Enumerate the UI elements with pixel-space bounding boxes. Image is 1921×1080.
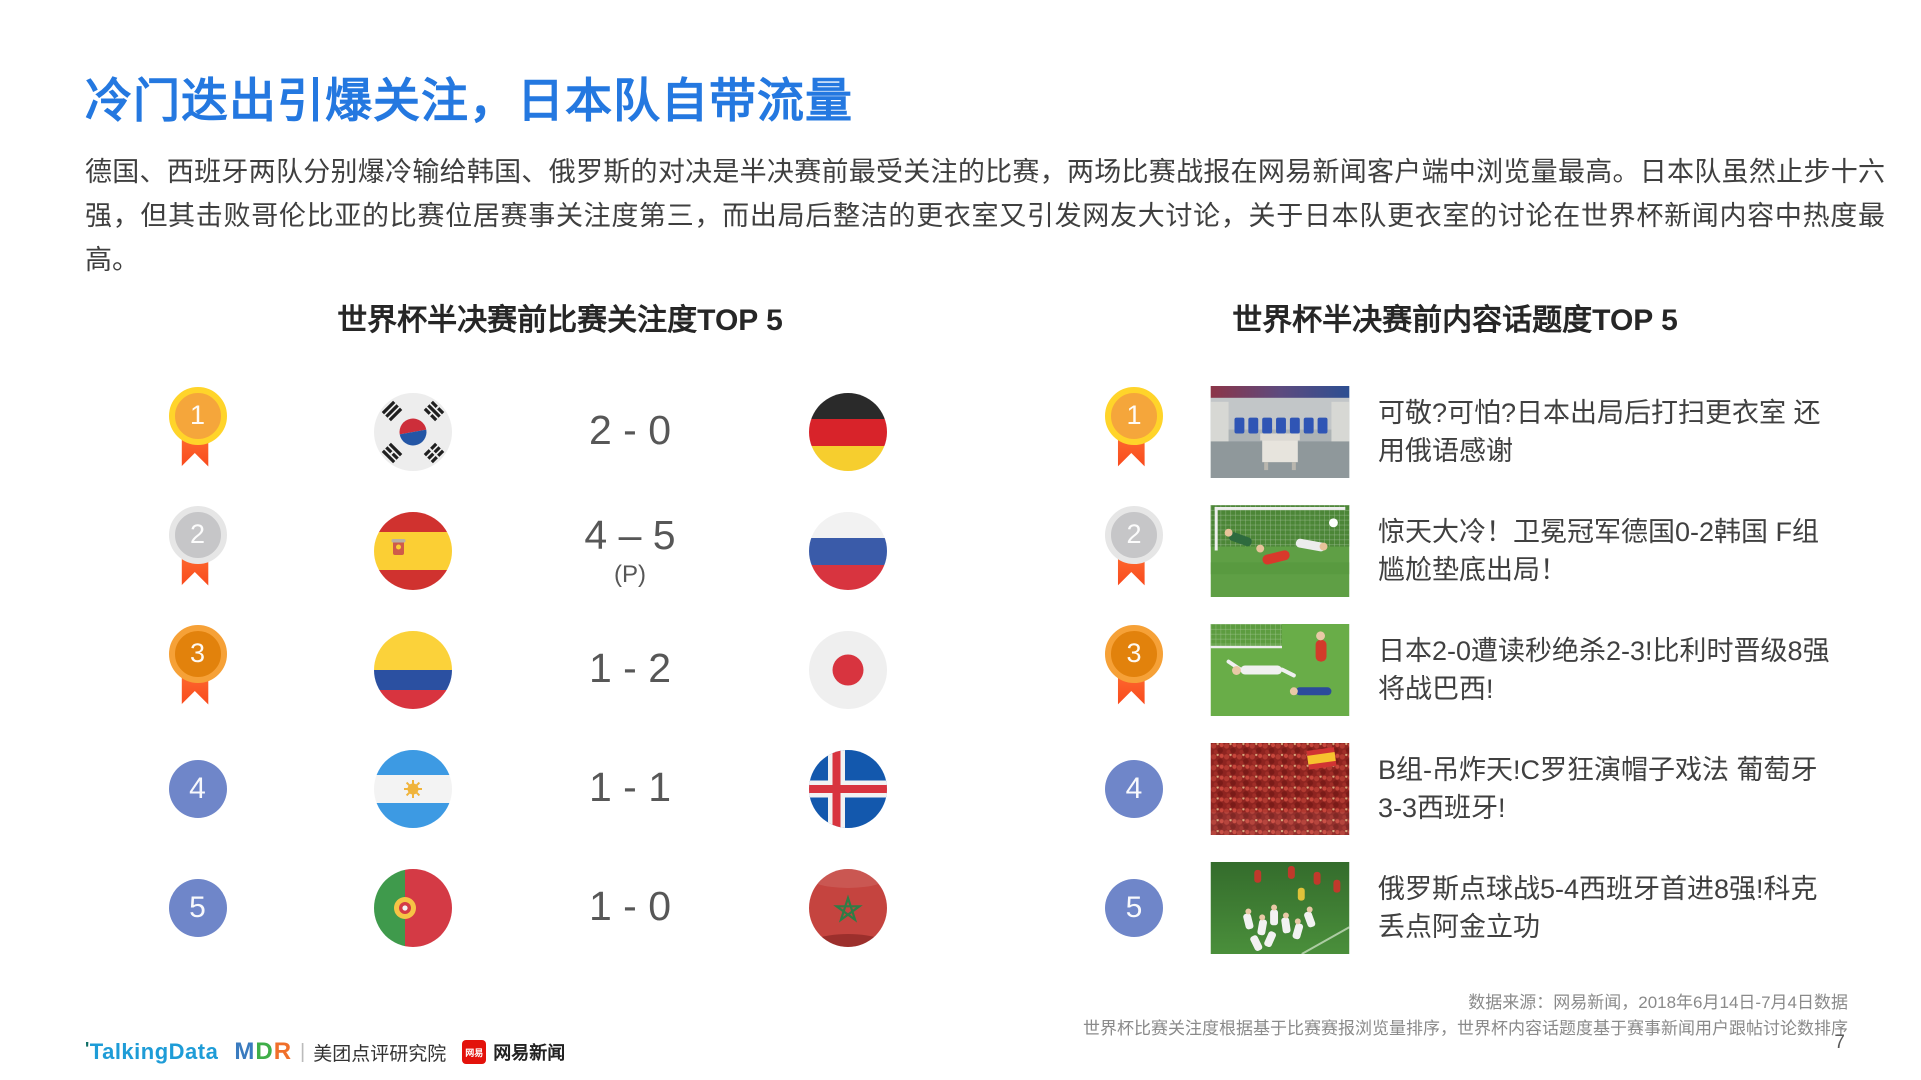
page-title: 冷门迭出引爆关注，日本队自带流量: [85, 74, 853, 127]
score-note: (P): [613, 561, 646, 588]
netease-badge-icon: 网易: [462, 1040, 487, 1064]
data-source-note: 数据来源：网易新闻，2018年6月14日-7月4日数据 世界杯比赛关注度根据基于…: [1083, 990, 1848, 1042]
match-score: 2 - 0: [588, 407, 672, 453]
topic-section-header: 世界杯半决赛前内容话题度TOP 5: [1232, 304, 1678, 337]
thumbnail-russia-celebration: [1210, 861, 1350, 954]
gold-medal-icon: 1: [1102, 386, 1166, 477]
topic-headline: B组-吊炸天!C罗狂演帽子戏法 葡萄牙3-3西班牙!: [1378, 754, 1818, 823]
rank-badge: 4: [1105, 759, 1163, 818]
match-row-5: 5 1 - 0: [85, 848, 950, 967]
thumbnail-spain-fans: [1210, 742, 1350, 835]
intro-paragraph: 德国、西班牙两队分别爆冷输给韩国、俄罗斯的对决是半决赛前最受关注的比赛，两场比赛…: [85, 157, 1885, 275]
flag-germany-icon: [808, 392, 887, 471]
footer-logos: 'TalkingData MDR | 美团点评研究院 网易 网易新闻: [85, 1038, 565, 1066]
match-row-2: 2 4 – 5 (P): [85, 491, 950, 610]
topic-top5-list: 1: [1058, 372, 1858, 967]
score-cell: 1 - 2: [589, 645, 671, 694]
topic-headline: 俄罗斯点球战5-4西班牙首进8强!科克丢点阿金立功: [1378, 873, 1818, 942]
netease-news-label: 网易新闻: [493, 1043, 566, 1063]
thumbnail-locker-room: [1210, 385, 1350, 478]
flag-colombia-icon: [373, 630, 452, 709]
rank-number: 2: [189, 519, 206, 549]
rank-number: 4: [1125, 771, 1143, 805]
match-row-1: 1: [85, 372, 950, 491]
score-cell: 1 - 0: [589, 883, 671, 932]
topic-headline: 可敬?可怕?日本出局后打扫更衣室 还用俄语感谢: [1378, 397, 1821, 466]
rank-number: 5: [1125, 890, 1143, 924]
flag-iceland-icon: [808, 749, 887, 828]
rank-number: 3: [189, 638, 206, 668]
bronze-medal-icon: 3: [1102, 624, 1166, 715]
topic-headline: 惊天大冷！卫冕冠军德国0-2韩国 F组尴尬垫底出局！: [1378, 516, 1820, 585]
rank-badge: 5: [1105, 878, 1163, 937]
source-line-2: 世界杯比赛关注度根据基于比赛赛报浏览量排序，世界杯内容话题度基于赛事新闻用户跟帖…: [1083, 1019, 1848, 1038]
talkingdata-logo: 'TalkingData: [85, 1039, 219, 1064]
rank-number: 4: [189, 771, 206, 805]
thumbnail-germany-korea-match: [1210, 504, 1350, 597]
score-cell: 2 - 0: [589, 407, 671, 456]
match-score: 1 - 0: [588, 883, 672, 929]
flag-russia-icon: [808, 511, 887, 590]
logo-divider: |: [300, 1040, 306, 1063]
match-section-header: 世界杯半决赛前比赛关注度TOP 5: [337, 304, 783, 337]
match-score: 1 - 2: [588, 645, 672, 691]
bronze-medal-icon: 3: [166, 624, 230, 715]
match-row-3: 3 1 - 2: [85, 610, 950, 729]
flag-spain-icon: [373, 511, 452, 590]
meituan-dianping-research-logo: MDR | 美团点评研究院: [234, 1038, 446, 1066]
rank-badge: 4: [168, 759, 227, 818]
page-number: 7: [1834, 1032, 1845, 1053]
netease-news-logo: 网易 网易新闻: [462, 1039, 565, 1065]
topic-row-2: 2: [1058, 491, 1858, 610]
rank-number: 1: [189, 400, 206, 430]
rank-number: 3: [1126, 638, 1142, 668]
topic-row-3: 3 日本2-0遭读秒绝杀2-3!比利时晋级8强将战巴西!: [1058, 610, 1858, 729]
rank-badge: 5: [168, 878, 227, 937]
match-row-4: 4 1 - 1: [85, 729, 950, 848]
silver-medal-icon: 2: [166, 505, 230, 596]
flag-south-korea-icon: [373, 392, 452, 471]
talkingdata-mark-icon: ': [85, 1039, 90, 1059]
topic-row-4: 4 B组-吊炸天!C罗狂演帽子戏法 葡萄牙3-3西班牙!: [1058, 729, 1858, 848]
score-cell: 1 - 1: [589, 764, 671, 813]
topic-row-1: 1: [1058, 372, 1858, 491]
topic-row-5: 5: [1058, 848, 1858, 967]
gold-medal-icon: 1: [166, 386, 230, 477]
flag-argentina-icon: [373, 749, 452, 828]
match-score: 4 – 5: [584, 512, 676, 558]
flag-japan-icon: [808, 630, 887, 709]
mdr-logo-icon: MDR: [234, 1038, 293, 1065]
score-cell: 4 – 5 (P): [584, 512, 675, 589]
flag-morocco-icon: [808, 868, 887, 947]
match-top5-list: 1: [85, 372, 950, 967]
match-score: 1 - 1: [588, 764, 672, 810]
rank-number: 1: [1126, 400, 1142, 430]
silver-medal-icon: 2: [1102, 505, 1166, 596]
source-line-1: 数据来源：网易新闻，2018年6月14日-7月4日数据: [1468, 993, 1848, 1012]
flag-portugal-icon: [373, 868, 452, 947]
rank-number: 5: [189, 890, 206, 924]
thumbnail-japan-belgium-match: [1210, 623, 1350, 716]
meituan-research-label: 美团点评研究院: [313, 1043, 447, 1065]
topic-headline: 日本2-0遭读秒绝杀2-3!比利时晋级8强将战巴西!: [1378, 635, 1830, 704]
rank-number: 2: [1126, 519, 1142, 549]
